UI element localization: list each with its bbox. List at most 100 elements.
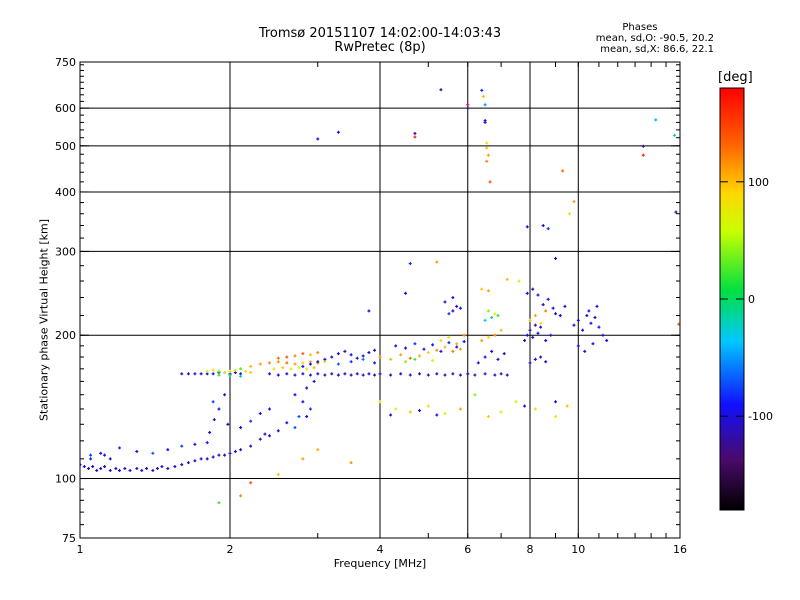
data-point <box>316 360 320 364</box>
data-point <box>544 338 548 342</box>
data-point <box>233 368 237 372</box>
data-point <box>447 312 451 316</box>
data-point <box>435 260 439 264</box>
data-point <box>546 227 550 231</box>
data-point <box>499 328 503 332</box>
data-point <box>343 372 347 376</box>
data-point <box>180 463 184 467</box>
data-point <box>426 350 430 354</box>
colorbar-tick-label: -100 <box>748 410 773 423</box>
data-point <box>533 407 537 411</box>
data-point <box>505 277 509 281</box>
data-point <box>473 393 477 397</box>
data-point <box>439 88 443 92</box>
data-point <box>499 372 503 376</box>
data-point <box>128 468 132 472</box>
data-point <box>239 448 243 452</box>
data-point <box>151 451 155 455</box>
data-point <box>601 333 605 337</box>
data-point <box>486 414 490 418</box>
x-tick-label: 2 <box>227 543 234 556</box>
data-point <box>394 344 398 348</box>
data-point <box>536 293 540 297</box>
data-point <box>217 501 221 505</box>
data-point <box>525 291 529 295</box>
data-point <box>480 287 484 291</box>
data-point <box>413 357 417 361</box>
data-point <box>605 338 609 342</box>
data-point <box>301 361 305 365</box>
y-tick-label: 300 <box>55 245 76 258</box>
data-point <box>305 414 309 418</box>
data-point <box>539 355 543 359</box>
data-point <box>208 430 212 434</box>
data-point <box>160 464 164 468</box>
data-point <box>567 212 571 216</box>
data-point <box>541 224 545 228</box>
data-point <box>378 355 382 359</box>
data-point <box>205 369 209 373</box>
x-tick-label: 16 <box>673 543 687 556</box>
data-point <box>553 312 557 316</box>
data-point <box>553 256 557 260</box>
data-point <box>493 333 497 337</box>
data-point <box>145 466 149 470</box>
data-point <box>312 379 316 383</box>
data-point <box>536 331 540 335</box>
data-point <box>576 344 580 348</box>
data-point <box>95 468 99 472</box>
data-point <box>180 444 184 448</box>
data-point <box>373 373 377 377</box>
data-point <box>490 315 494 319</box>
data-point <box>228 451 232 455</box>
data-point <box>451 372 455 376</box>
data-point <box>499 410 503 414</box>
data-point <box>349 360 353 364</box>
data-point <box>533 323 537 327</box>
data-point <box>485 159 489 163</box>
data-point <box>258 362 262 366</box>
data-point <box>108 457 112 461</box>
data-point <box>123 466 127 470</box>
data-point <box>466 372 470 376</box>
data-point <box>258 411 262 415</box>
data-point <box>641 153 645 157</box>
data-point <box>293 354 297 358</box>
x-tick-labels: 1 2 4 6 8 10 16 <box>77 543 688 556</box>
data-point <box>496 357 500 361</box>
data-point <box>211 368 215 372</box>
data-point <box>217 453 221 457</box>
data-point <box>117 468 121 472</box>
data-point <box>239 374 243 378</box>
data-point <box>544 309 548 313</box>
data-point <box>233 371 237 375</box>
data-point <box>439 349 443 353</box>
x-axis-label: Frequency [MHz] <box>333 557 427 570</box>
data-point <box>486 153 490 157</box>
data-point <box>267 361 271 365</box>
data-point <box>408 356 412 360</box>
data-points <box>80 88 680 505</box>
data-point <box>276 360 280 364</box>
data-point <box>108 468 112 472</box>
data-point <box>408 373 412 377</box>
data-point <box>455 304 459 308</box>
data-point <box>486 289 490 293</box>
data-point <box>394 407 398 411</box>
data-point <box>473 373 477 377</box>
data-point <box>99 466 103 470</box>
data-point <box>330 355 334 359</box>
y-tick-label: 75 <box>62 532 76 545</box>
y-tick-label: 500 <box>55 140 76 153</box>
data-point <box>517 279 521 283</box>
data-point <box>193 459 197 463</box>
data-point <box>199 372 203 376</box>
data-point <box>267 434 271 438</box>
data-point <box>480 338 484 342</box>
data-point <box>493 312 497 316</box>
y-axis-label: Stationary phase Virtual Height [km] <box>37 218 51 422</box>
data-point <box>316 372 320 376</box>
data-point <box>451 309 455 313</box>
data-point <box>435 348 439 352</box>
data-point <box>417 408 421 412</box>
